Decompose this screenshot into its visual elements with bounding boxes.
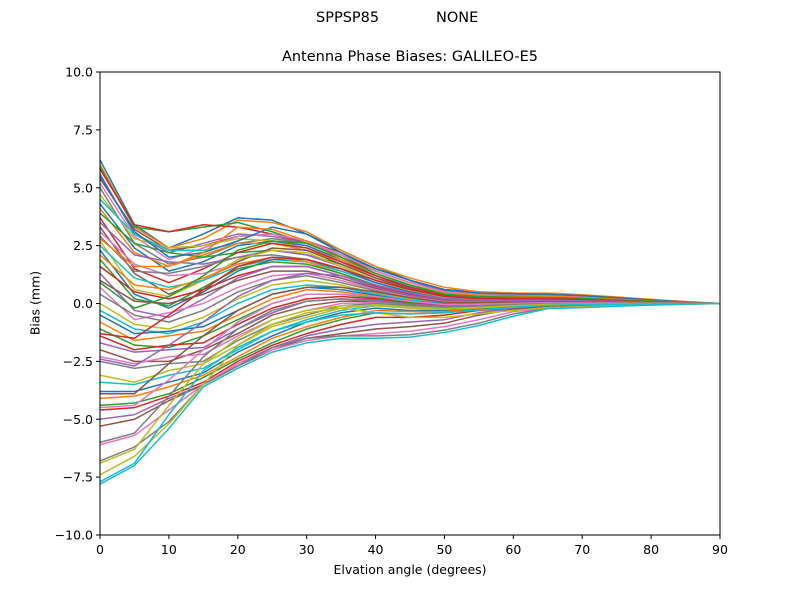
suptitle-left: SPPSP85	[316, 10, 380, 26]
series-line-s44	[99, 302, 721, 411]
y-tick-label: −2.5	[63, 354, 93, 369]
x-tick-label: 50	[436, 542, 452, 557]
x-tick-label: 0	[96, 542, 104, 557]
y-tick-label: 10.0	[65, 65, 93, 80]
y-tick-label: 0.0	[73, 296, 93, 311]
y-tick-label: 5.0	[73, 180, 93, 195]
y-tick-label: −7.5	[63, 470, 93, 485]
x-tick-label: 70	[574, 542, 590, 557]
suptitle-right: NONE	[436, 10, 479, 26]
series-line-s55	[99, 272, 721, 367]
y-tick-label: 2.5	[73, 238, 93, 253]
series-line-s47	[99, 302, 721, 446]
chart-title: Antenna Phase Biases: GALILEO-E5	[281, 49, 539, 65]
x-tick-label: 20	[230, 542, 246, 557]
y-tick-label: 7.5	[73, 122, 93, 137]
x-tick-label: 80	[643, 542, 659, 557]
y-tick-label: −5.0	[63, 412, 93, 427]
series-line-s50	[99, 302, 721, 485]
x-tick-label: 30	[299, 542, 315, 557]
x-axis-ticks: 0 10 20 30 40 50 60 70 80 90	[96, 535, 728, 557]
y-axis-ticks: −10.0 −7.5 −5.0 −2.5 0.0 2.5 5.0 7.5 10.0	[55, 65, 100, 543]
x-tick-label: 60	[505, 542, 521, 557]
series-line-s60	[99, 302, 721, 483]
y-axis-label: Bias (mm)	[27, 270, 43, 336]
x-tick-label: 90	[712, 542, 728, 557]
x-tick-label: 10	[161, 542, 177, 557]
x-axis-label: Elvation angle (degrees)	[333, 562, 487, 577]
series-lines	[99, 159, 721, 485]
series-line-s53	[99, 240, 721, 309]
x-tick-label: 40	[368, 542, 384, 557]
y-tick-label: −10.0	[55, 528, 93, 543]
